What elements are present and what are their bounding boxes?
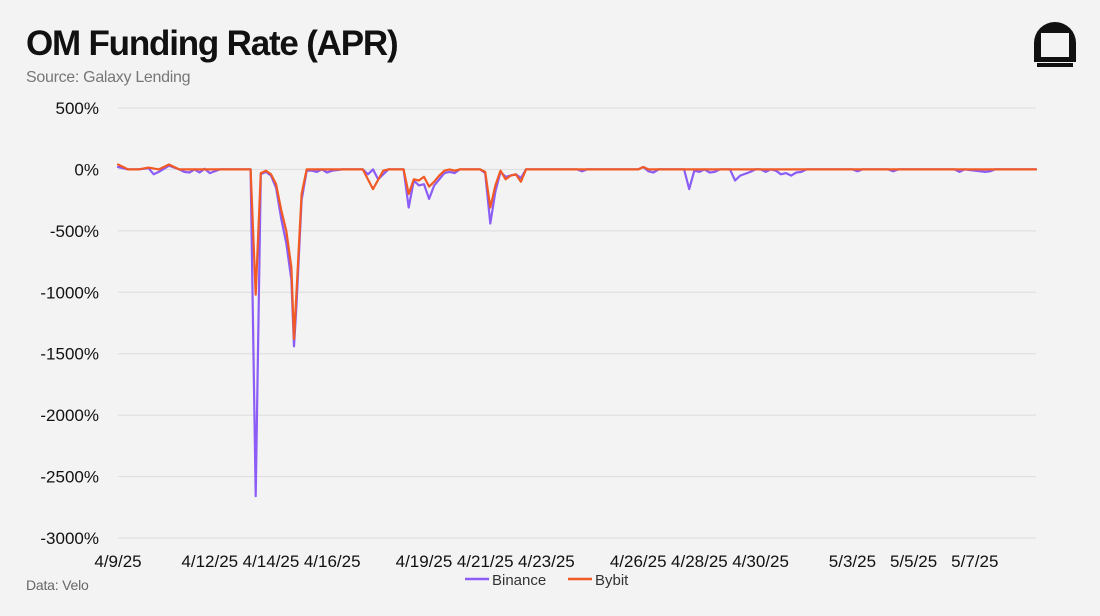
y-tick-label: -1000% (40, 283, 99, 302)
x-tick-label: 4/19/25 (396, 552, 453, 571)
x-tick-label: 4/12/25 (181, 552, 238, 571)
x-tick-label: 4/30/25 (732, 552, 789, 571)
y-tick-label: -2500% (40, 468, 99, 487)
x-tick-label: 4/16/25 (304, 552, 361, 571)
x-tick-label: 4/14/25 (243, 552, 300, 571)
series-lines (116, 163, 1038, 498)
series-line-bybit (116, 163, 1038, 341)
series-line-binance (116, 164, 1038, 498)
x-tick-label: 4/9/25 (94, 552, 141, 571)
x-tick-label: 5/3/25 (829, 552, 876, 571)
x-tick-label: 4/21/25 (457, 552, 514, 571)
y-tick-label: -3000% (40, 529, 99, 548)
legend: Binance Bybit (465, 572, 629, 589)
y-tick-label: -1500% (40, 345, 99, 364)
legend-label-binance: Binance (492, 572, 546, 589)
x-tick-label: 5/7/25 (951, 552, 998, 571)
y-tick-label: -500% (50, 222, 99, 241)
y-tick-label: -2000% (40, 406, 99, 425)
x-tick-label: 5/5/25 (890, 552, 937, 571)
x-axis-ticks: 4/9/25 4/12/25 4/14/25 4/16/25 4/19/25 4/21/2… (94, 552, 998, 571)
chart-title: OM Funding Rate (APR) (26, 24, 399, 63)
x-tick-label: 4/23/25 (518, 552, 575, 571)
y-tick-label: 0% (74, 160, 99, 179)
data-source-footnote: Data: Velo (26, 577, 89, 593)
chart-subtitle: Source: Galaxy Lending (26, 69, 191, 86)
y-tick-label: 500% (56, 99, 99, 118)
x-tick-label: 4/28/25 (671, 552, 728, 571)
legend-label-bybit: Bybit (595, 572, 629, 589)
x-tick-label: 4/26/25 (610, 552, 667, 571)
y-axis-ticks: 500% 0% -500% -1000% -1500% -2000% -2500% -3000… (40, 99, 99, 548)
galaxy-logo-icon (1034, 22, 1076, 67)
